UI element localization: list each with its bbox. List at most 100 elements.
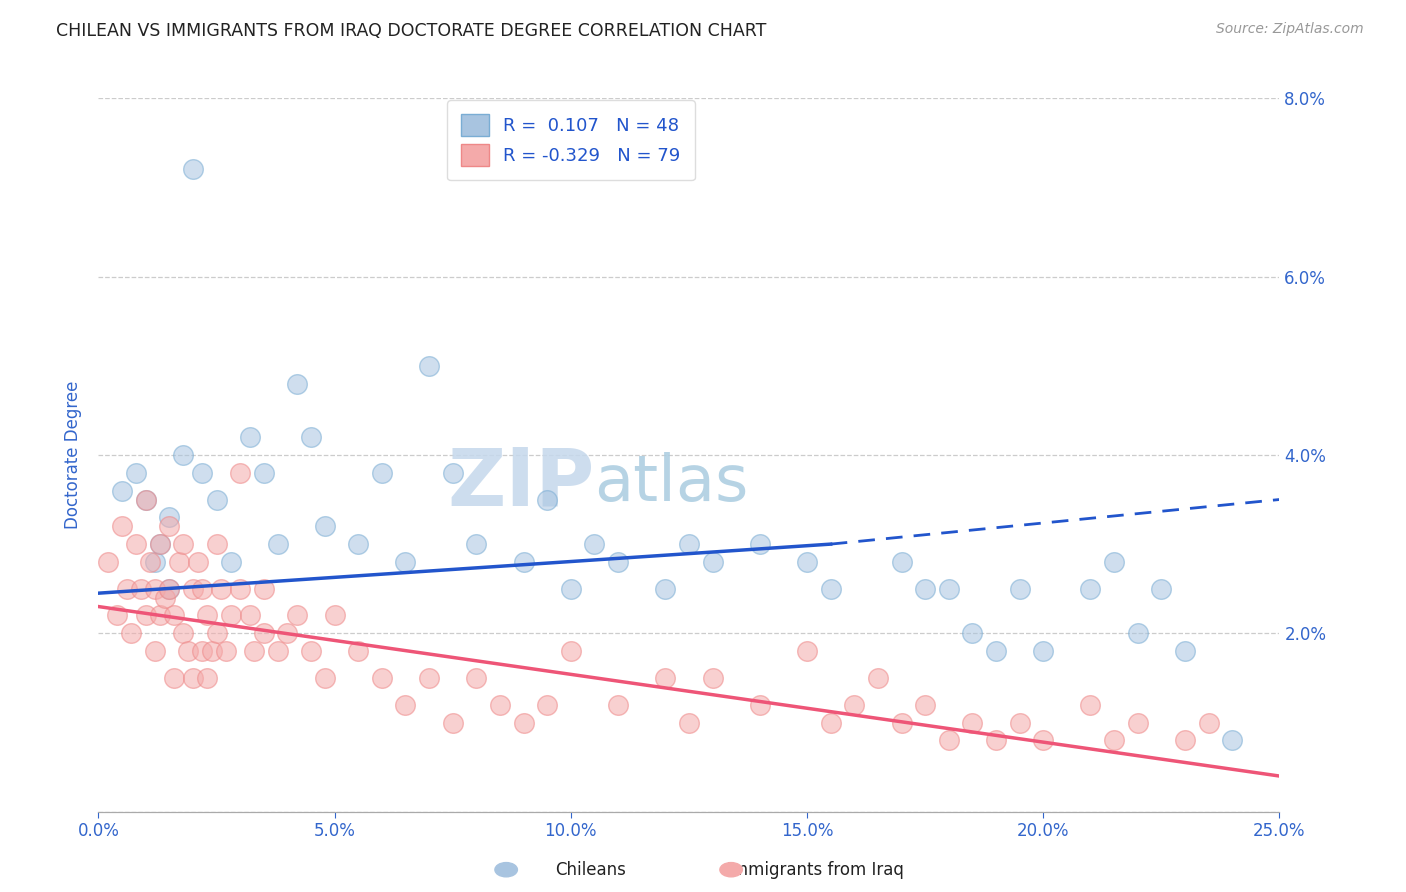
Point	[607, 555, 630, 569]
Point	[962, 715, 984, 730]
Point	[125, 537, 148, 551]
Point	[149, 608, 172, 623]
Point	[512, 555, 534, 569]
Point	[654, 671, 676, 685]
Text: Chileans: Chileans	[555, 861, 626, 879]
Point	[239, 430, 262, 444]
Point	[215, 644, 238, 658]
Point	[229, 582, 252, 596]
Legend: R =  0.107   N = 48, R = -0.329   N = 79: R = 0.107 N = 48, R = -0.329 N = 79	[447, 100, 695, 180]
Point	[172, 626, 194, 640]
Point	[135, 492, 157, 507]
Point	[187, 555, 209, 569]
Point	[512, 715, 534, 730]
Point	[229, 466, 252, 480]
Point	[607, 698, 630, 712]
Point	[135, 608, 157, 623]
Point	[1126, 715, 1149, 730]
Point	[820, 582, 842, 596]
Point	[191, 582, 214, 596]
Point	[267, 644, 290, 658]
Point	[149, 537, 172, 551]
Point	[149, 537, 172, 551]
Point	[796, 644, 818, 658]
Point	[347, 644, 370, 658]
Point	[418, 359, 440, 373]
Point	[172, 537, 194, 551]
Point	[205, 492, 228, 507]
Point	[219, 608, 242, 623]
Point	[157, 519, 180, 533]
Point	[418, 671, 440, 685]
Point	[253, 466, 276, 480]
Point	[914, 582, 936, 596]
Point	[1032, 644, 1054, 658]
Point	[163, 671, 186, 685]
Point	[890, 555, 912, 569]
Point	[1080, 582, 1102, 596]
Point	[121, 626, 143, 640]
Point	[844, 698, 866, 712]
Point	[115, 582, 138, 596]
Point	[1080, 698, 1102, 712]
Point	[938, 733, 960, 747]
Point	[1008, 715, 1031, 730]
Point	[748, 698, 770, 712]
Point	[1102, 733, 1125, 747]
Point	[111, 483, 134, 498]
Point	[323, 608, 346, 623]
Point	[489, 698, 512, 712]
Point	[285, 608, 308, 623]
Point	[111, 519, 134, 533]
Point	[153, 591, 176, 605]
Point	[299, 430, 322, 444]
Point	[678, 537, 700, 551]
Point	[560, 582, 582, 596]
Point	[125, 466, 148, 480]
Y-axis label: Doctorate Degree: Doctorate Degree	[65, 381, 83, 529]
Point	[938, 582, 960, 596]
Point	[962, 626, 984, 640]
Point	[201, 644, 224, 658]
Point	[1174, 644, 1197, 658]
Point	[914, 698, 936, 712]
Point	[702, 555, 724, 569]
Point	[129, 582, 152, 596]
Point	[371, 466, 394, 480]
Point	[143, 555, 166, 569]
Point	[678, 715, 700, 730]
Point	[143, 644, 166, 658]
Point	[866, 671, 889, 685]
Point	[314, 671, 336, 685]
Point	[347, 537, 370, 551]
Point	[1150, 582, 1173, 596]
Point	[1032, 733, 1054, 747]
Point	[465, 537, 488, 551]
Point	[465, 671, 488, 685]
Text: CHILEAN VS IMMIGRANTS FROM IRAQ DOCTORATE DEGREE CORRELATION CHART: CHILEAN VS IMMIGRANTS FROM IRAQ DOCTORAT…	[56, 22, 766, 40]
Point	[181, 582, 204, 596]
Point	[1174, 733, 1197, 747]
Text: atlas: atlas	[595, 452, 749, 515]
Point	[139, 555, 162, 569]
Point	[157, 510, 180, 524]
Point	[205, 626, 228, 640]
Point	[177, 644, 200, 658]
Point	[820, 715, 842, 730]
Point	[167, 555, 190, 569]
Point	[441, 466, 464, 480]
Point	[1220, 733, 1243, 747]
Text: Immigrants from Iraq: Immigrants from Iraq	[727, 861, 904, 879]
Point	[195, 608, 218, 623]
Point	[157, 582, 180, 596]
Point	[890, 715, 912, 730]
Point	[191, 644, 214, 658]
Point	[243, 644, 266, 658]
Point	[97, 555, 120, 569]
Point	[105, 608, 128, 623]
Point	[299, 644, 322, 658]
Text: Source: ZipAtlas.com: Source: ZipAtlas.com	[1216, 22, 1364, 37]
Point	[163, 608, 186, 623]
Point	[560, 644, 582, 658]
Point	[267, 537, 290, 551]
